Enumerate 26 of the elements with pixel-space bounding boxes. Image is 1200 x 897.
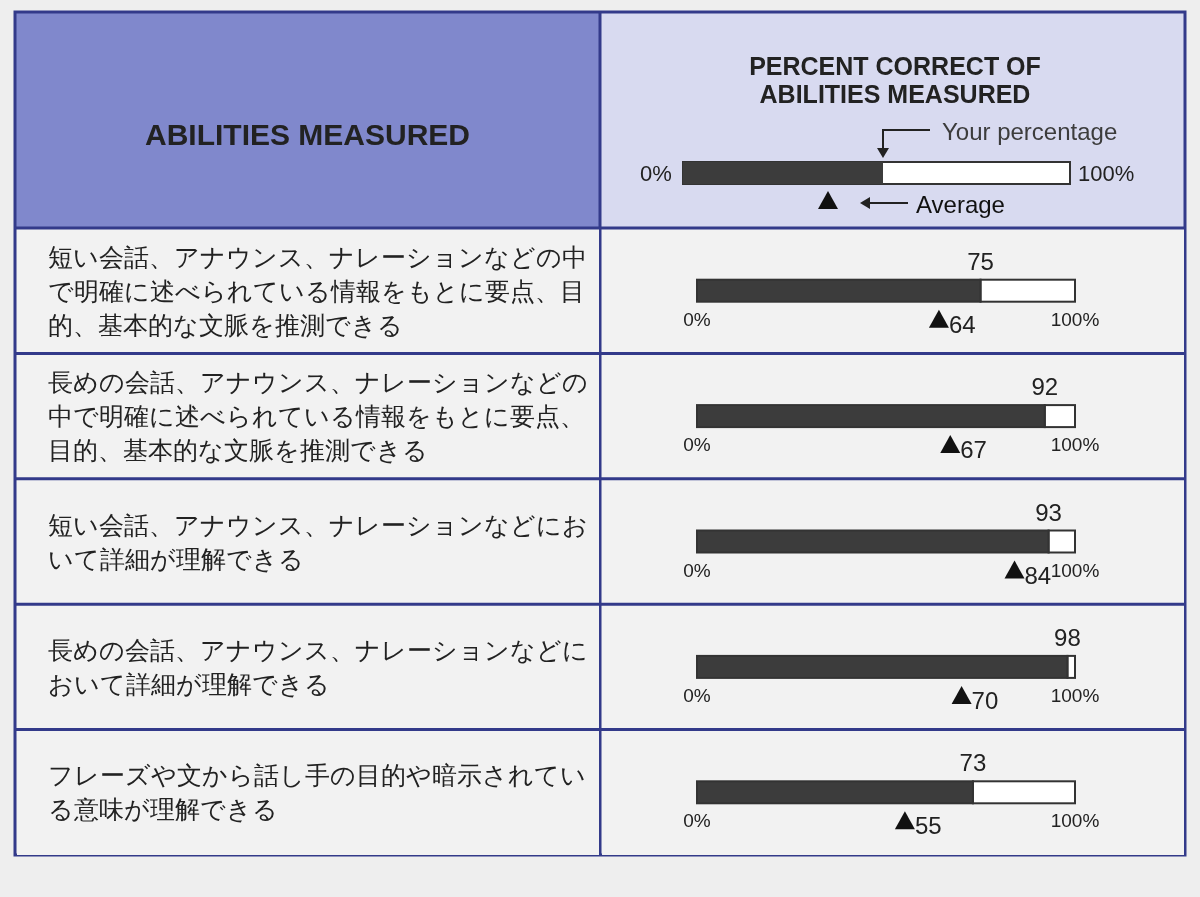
y-tick-label: 短い会話、アナウンス、ナレーションなどにおいて詳細が理解できる xyxy=(48,510,588,573)
text: 0% xyxy=(683,684,711,706)
chart-title: PERCENT CORRECT OF ABILITIES MEASURED xyxy=(749,52,1041,108)
text: 100% xyxy=(1050,684,1100,706)
data-label: 55 xyxy=(914,812,942,840)
data-label: 73 xyxy=(959,749,987,777)
y-tick-label: 短い会話、アナウンス、ナレーションなどの中で明確に述べられている情報をもとに要点、目的、基本的な文脈を推測できる xyxy=(48,242,587,339)
text: 0% xyxy=(683,434,711,456)
text: 100% xyxy=(1050,810,1100,832)
data-label: 98 xyxy=(1054,623,1081,651)
data-label: 84 xyxy=(1024,561,1052,589)
data-label: 64 xyxy=(948,310,976,338)
text: 100% xyxy=(1050,559,1100,581)
y-tick-label: 長めの会話、アナウンス、ナレーションなどの中で明確に述べられている情報をもとに要点、目的、基本的な文脈を推測できる xyxy=(48,368,588,465)
data-label: 92 xyxy=(1031,373,1059,401)
data-label: 93 xyxy=(1035,498,1062,526)
y-tick-label: フレーズや文から話し手の目的や暗示されている意味が理解できる xyxy=(48,761,586,824)
legend: 0% 100% Your percentage Average xyxy=(640,118,1135,218)
y-axis-title: ABILITIES MEASURED xyxy=(144,118,471,151)
data-label: 67 xyxy=(960,436,987,464)
data-label: 75 xyxy=(967,247,994,275)
data-label: 70 xyxy=(971,686,999,714)
y-tick-label: 長めの会話、アナウンス、ナレーションなどにおいて詳細が理解できる xyxy=(48,635,588,698)
text: 0% xyxy=(683,559,711,581)
text: 0% xyxy=(683,810,711,832)
text: 100% xyxy=(1050,434,1100,456)
